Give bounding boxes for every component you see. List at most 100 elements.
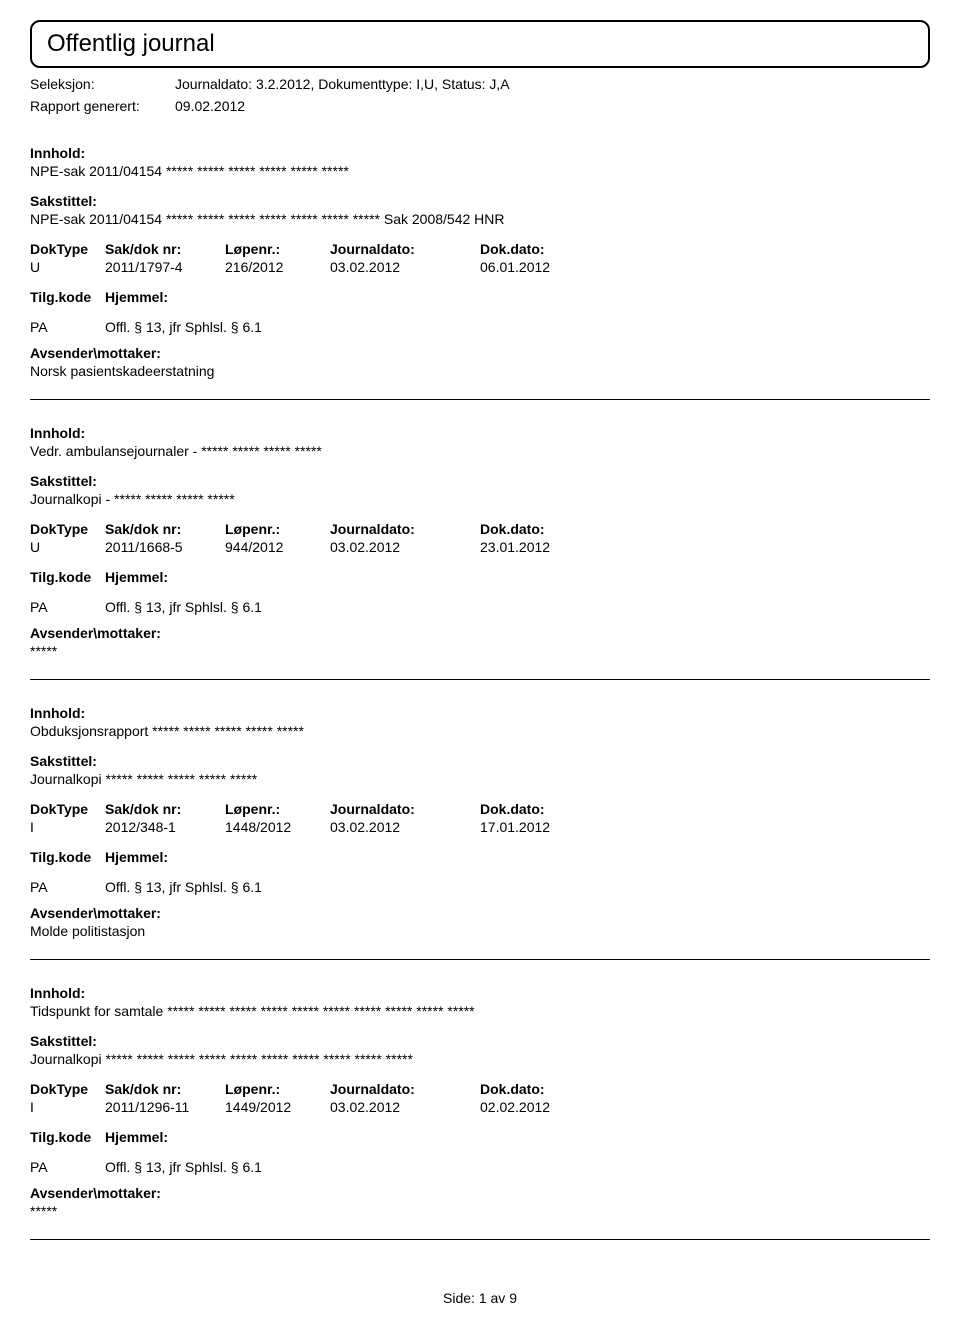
avsender-value: *****	[30, 643, 930, 659]
tilgkode-value: PA	[30, 319, 105, 335]
avsender-label: Avsender\mottaker:	[30, 625, 930, 641]
lopenr-value: 944/2012	[225, 539, 330, 555]
sakdoknr-header: Sak/dok nr:	[105, 521, 225, 537]
avsender-label: Avsender\mottaker:	[30, 905, 930, 921]
journaldato-header: Journaldato:	[330, 241, 480, 257]
rapport-row: Rapport generert: 09.02.2012	[30, 98, 930, 114]
tilgkode-header: Tilg.kode	[30, 569, 105, 585]
page-label: Side:	[443, 1290, 475, 1306]
dokdato-header: Dok.dato:	[480, 521, 600, 537]
dokdato-value: 23.01.2012	[480, 539, 600, 555]
sakdoknr-header: Sak/dok nr:	[105, 1081, 225, 1097]
dok-header-row: DokType Sak/dok nr: Løpenr.: Journaldato…	[30, 521, 930, 537]
tilgkode-value: PA	[30, 599, 105, 615]
sakstittel-label: Sakstittel:	[30, 753, 930, 769]
tilgkode-header: Tilg.kode	[30, 849, 105, 865]
sakstittel-text: Journalkopi ***** ***** ***** ***** ****…	[30, 1051, 930, 1067]
hjemmel-header: Hjemmel:	[105, 1129, 930, 1145]
sakstittel-text: Journalkopi ***** ***** ***** ***** ****…	[30, 771, 930, 787]
innhold-text: Vedr. ambulansejournaler - ***** ***** *…	[30, 443, 930, 459]
journaldato-header: Journaldato:	[330, 801, 480, 817]
lopenr-header: Løpenr.:	[225, 801, 330, 817]
tilg-header-row: Tilg.kode Hjemmel:	[30, 569, 930, 585]
avsender-label: Avsender\mottaker:	[30, 1185, 930, 1201]
page-title: Offentlig journal	[47, 30, 913, 58]
rapport-label: Rapport generert:	[30, 98, 175, 114]
doktype-value: U	[30, 539, 105, 555]
sakstittel-text: Journalkopi - ***** ***** ***** *****	[30, 491, 930, 507]
hjemmel-value: Offl. § 13, jfr Sphlsl. § 6.1	[105, 599, 930, 615]
dok-header-row: DokType Sak/dok nr: Løpenr.: Journaldato…	[30, 1081, 930, 1097]
avsender-value: Molde politistasjon	[30, 923, 930, 939]
journal-entry: Innhold: Obduksjonsrapport ***** ***** *…	[30, 680, 930, 960]
header-box: Offentlig journal	[30, 20, 930, 68]
seleksjon-value: Journaldato: 3.2.2012, Dokumenttype: I,U…	[175, 76, 930, 92]
innhold-label: Innhold:	[30, 425, 930, 441]
lopenr-header: Løpenr.:	[225, 521, 330, 537]
journaldato-value: 03.02.2012	[330, 1099, 480, 1115]
tilg-header-row: Tilg.kode Hjemmel:	[30, 289, 930, 305]
journaldato-value: 03.02.2012	[330, 539, 480, 555]
journal-entry: Innhold: Vedr. ambulansejournaler - ****…	[30, 400, 930, 680]
tilg-value-row: PA Offl. § 13, jfr Sphlsl. § 6.1	[30, 319, 930, 335]
page-footer: Side: 1 av 9	[30, 1290, 930, 1306]
seleksjon-label: Seleksjon:	[30, 76, 175, 92]
dok-value-row: I 2011/1296-11 1449/2012 03.02.2012 02.0…	[30, 1099, 930, 1115]
dokdato-header: Dok.dato:	[480, 1081, 600, 1097]
sakstittel-label: Sakstittel:	[30, 193, 930, 209]
rapport-value: 09.02.2012	[175, 98, 930, 114]
journaldato-header: Journaldato:	[330, 521, 480, 537]
page-current: 1	[479, 1290, 487, 1306]
dokdato-value: 06.01.2012	[480, 259, 600, 275]
avsender-value: Norsk pasientskadeerstatning	[30, 363, 930, 379]
innhold-label: Innhold:	[30, 705, 930, 721]
dok-value-row: U 2011/1797-4 216/2012 03.02.2012 06.01.…	[30, 259, 930, 275]
sakdoknr-value: 2011/1296-11	[105, 1099, 225, 1115]
hjemmel-header: Hjemmel:	[105, 569, 930, 585]
tilg-value-row: PA Offl. § 13, jfr Sphlsl. § 6.1	[30, 879, 930, 895]
sakdoknr-value: 2011/1668-5	[105, 539, 225, 555]
page-total: 9	[509, 1290, 517, 1306]
innhold-label: Innhold:	[30, 145, 930, 161]
dokdato-header: Dok.dato:	[480, 801, 600, 817]
doktype-value: I	[30, 1099, 105, 1115]
tilgkode-value: PA	[30, 1159, 105, 1175]
innhold-text: NPE-sak 2011/04154 ***** ***** ***** ***…	[30, 163, 930, 179]
tilg-header-row: Tilg.kode Hjemmel:	[30, 849, 930, 865]
avsender-value: *****	[30, 1203, 930, 1219]
sakdoknr-header: Sak/dok nr:	[105, 241, 225, 257]
dokdato-value: 17.01.2012	[480, 819, 600, 835]
doktype-value: I	[30, 819, 105, 835]
doktype-header: DokType	[30, 1081, 105, 1097]
lopenr-header: Løpenr.:	[225, 241, 330, 257]
journaldato-value: 03.02.2012	[330, 819, 480, 835]
journaldato-value: 03.02.2012	[330, 259, 480, 275]
tilgkode-value: PA	[30, 879, 105, 895]
hjemmel-header: Hjemmel:	[105, 849, 930, 865]
sakdoknr-header: Sak/dok nr:	[105, 801, 225, 817]
journaldato-header: Journaldato:	[330, 1081, 480, 1097]
hjemmel-header: Hjemmel:	[105, 289, 930, 305]
avsender-label: Avsender\mottaker:	[30, 345, 930, 361]
innhold-text: Obduksjonsrapport ***** ***** ***** ****…	[30, 723, 930, 739]
doktype-value: U	[30, 259, 105, 275]
sakdoknr-value: 2012/348-1	[105, 819, 225, 835]
journal-entry: Innhold: NPE-sak 2011/04154 ***** ***** …	[30, 120, 930, 400]
hjemmel-value: Offl. § 13, jfr Sphlsl. § 6.1	[105, 879, 930, 895]
journal-entry: Innhold: Tidspunkt for samtale ***** ***…	[30, 960, 930, 1240]
sakstittel-label: Sakstittel:	[30, 1033, 930, 1049]
dokdato-value: 02.02.2012	[480, 1099, 600, 1115]
page-of: av	[491, 1290, 506, 1306]
hjemmel-value: Offl. § 13, jfr Sphlsl. § 6.1	[105, 319, 930, 335]
doktype-header: DokType	[30, 521, 105, 537]
tilg-header-row: Tilg.kode Hjemmel:	[30, 1129, 930, 1145]
seleksjon-row: Seleksjon: Journaldato: 3.2.2012, Dokume…	[30, 76, 930, 92]
innhold-label: Innhold:	[30, 985, 930, 1001]
sakstittel-text: NPE-sak 2011/04154 ***** ***** ***** ***…	[30, 211, 930, 227]
dok-value-row: U 2011/1668-5 944/2012 03.02.2012 23.01.…	[30, 539, 930, 555]
sakdoknr-value: 2011/1797-4	[105, 259, 225, 275]
innhold-text: Tidspunkt for samtale ***** ***** ***** …	[30, 1003, 930, 1019]
lopenr-header: Løpenr.:	[225, 1081, 330, 1097]
dokdato-header: Dok.dato:	[480, 241, 600, 257]
tilgkode-header: Tilg.kode	[30, 1129, 105, 1145]
